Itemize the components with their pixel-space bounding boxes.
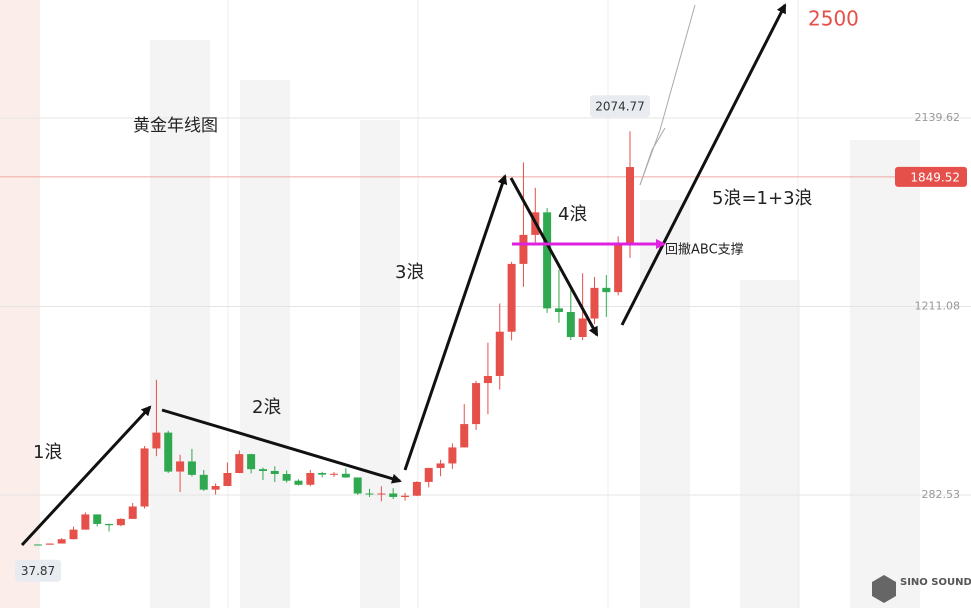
candle-body bbox=[341, 473, 350, 478]
low-label: 37.87 bbox=[21, 564, 55, 578]
candle-body bbox=[211, 485, 220, 490]
candle-body bbox=[543, 212, 552, 309]
candle-body bbox=[318, 473, 327, 475]
low-badge bbox=[15, 559, 61, 582]
annotation: 1浪 bbox=[33, 442, 62, 463]
candle-body bbox=[472, 383, 481, 425]
annotation: 2500 bbox=[808, 7, 859, 31]
y-tick-label: 282.53 bbox=[922, 488, 961, 501]
candle-body bbox=[176, 461, 185, 472]
candle-body bbox=[614, 244, 623, 293]
logo-text: SINO SOUND bbox=[900, 577, 971, 588]
annotation: 回撤ABC支撑 bbox=[665, 242, 744, 258]
candle-body bbox=[365, 493, 374, 495]
candle-body bbox=[495, 331, 504, 376]
candle-body bbox=[223, 473, 232, 486]
candle-body bbox=[270, 470, 279, 475]
candle-body bbox=[377, 493, 386, 495]
candle-body bbox=[152, 432, 161, 449]
candle-body bbox=[282, 474, 291, 481]
annotation: 5浪=1+3浪 bbox=[712, 188, 813, 209]
candle-body bbox=[554, 308, 563, 313]
candle-body bbox=[235, 454, 244, 474]
candle-body bbox=[483, 375, 492, 384]
high-badge bbox=[590, 95, 650, 118]
candle-body bbox=[105, 523, 114, 526]
candle-body bbox=[401, 495, 410, 497]
y-tick-label: 2139.62 bbox=[915, 111, 961, 124]
candle-body bbox=[424, 467, 433, 482]
candle-body bbox=[140, 448, 149, 507]
candle-body bbox=[116, 518, 125, 526]
candle-body bbox=[187, 461, 196, 475]
candle-body bbox=[389, 493, 398, 497]
candle-body bbox=[81, 514, 90, 530]
candle-body bbox=[199, 474, 208, 490]
candle-body bbox=[128, 506, 137, 519]
candle-body bbox=[590, 287, 599, 319]
candle-body bbox=[330, 473, 338, 475]
candle-body bbox=[45, 543, 54, 545]
annotation: 3浪 bbox=[395, 262, 424, 283]
current-badge bbox=[895, 166, 967, 187]
candle-body bbox=[412, 481, 421, 496]
grid: 282.53 1211.08 2139.62 1849.52 2074.77 37.87 bbox=[0, 95, 971, 582]
candle-body bbox=[164, 432, 173, 472]
candle-body bbox=[602, 287, 611, 293]
candle-body bbox=[247, 454, 256, 470]
candle-body bbox=[436, 463, 445, 468]
projection bbox=[639, 4, 696, 186]
candle-body bbox=[93, 514, 102, 524]
y-tick-label: 1211.08 bbox=[915, 300, 961, 313]
candles bbox=[34, 131, 634, 546]
logo: SINO SOUND bbox=[872, 575, 971, 603]
candle-body bbox=[519, 234, 528, 264]
candle-body bbox=[566, 312, 575, 337]
candle-body bbox=[578, 318, 587, 337]
candle-body bbox=[353, 477, 362, 494]
background bbox=[0, 0, 920, 608]
candle-body bbox=[34, 544, 42, 546]
candle-body bbox=[57, 539, 66, 544]
candle-body bbox=[507, 263, 516, 332]
candle-body bbox=[460, 424, 469, 448]
candle-body bbox=[69, 529, 78, 540]
candle-body bbox=[626, 167, 634, 245]
wave-arrows bbox=[20, 3, 787, 547]
current-label: 1849.52 bbox=[910, 170, 960, 184]
candle-body bbox=[294, 480, 303, 485]
candle-body bbox=[306, 473, 315, 485]
candle-body bbox=[448, 447, 457, 464]
candle-body bbox=[258, 469, 267, 471]
high-label: 2074.77 bbox=[595, 100, 645, 114]
chart-title: 黄金年线图 bbox=[133, 116, 218, 136]
annotation: 4浪 bbox=[558, 204, 587, 225]
annotation: 2浪 bbox=[252, 397, 281, 418]
